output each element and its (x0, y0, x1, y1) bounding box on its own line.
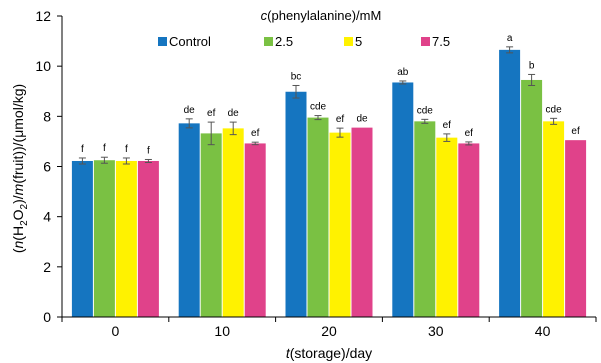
bar (499, 49, 521, 318)
legend-title-italic: c (261, 8, 268, 23)
y-axis-title: (n(H2O2)/m(fruit))/(μmol/kg) (10, 84, 30, 253)
bar (71, 160, 93, 317)
bar (521, 79, 543, 318)
y-tick-label: 6 (43, 159, 51, 175)
x-axis-title-italic: t (286, 345, 291, 361)
axes: 0 2 4 6 8 10 12 0 10 20 30 40 (35, 8, 597, 339)
y-tick-label: 12 (35, 8, 51, 24)
bar (307, 117, 329, 318)
significance-label: f (125, 144, 128, 155)
bar (458, 143, 480, 317)
significance-label: ef (443, 120, 452, 131)
y-tick-label: 8 (43, 108, 51, 124)
bar (329, 132, 351, 317)
x-tick-label: 10 (214, 323, 230, 339)
legend-label: Control (169, 34, 211, 49)
y-tick-label: 0 (43, 309, 51, 325)
legend-swatch (421, 37, 430, 46)
bar (351, 127, 373, 317)
bar (137, 160, 159, 317)
legend-title-rest: (phenylalanine)/mM (267, 8, 381, 23)
y-tick-label: 10 (35, 58, 51, 74)
legend-label: 5 (355, 34, 362, 49)
significance-label: bc (291, 71, 302, 82)
y-axis-title-part-2: (H (10, 226, 26, 241)
y-tick-label: 2 (43, 259, 51, 275)
significance-label: f (81, 144, 84, 155)
significance-label: b (529, 60, 535, 71)
legend-swatch (158, 37, 167, 46)
significance-label: cde (546, 104, 563, 115)
x-axis-title: t(storage)/day (286, 345, 372, 361)
y-tick-label: 4 (43, 209, 51, 225)
bar (93, 160, 115, 317)
bar (285, 91, 307, 317)
significance-label: ab (397, 67, 409, 78)
legend-label: 2.5 (275, 34, 293, 49)
y-axis-title-part-5: 2 (19, 203, 30, 209)
bar (115, 160, 137, 317)
significance-label: a (507, 33, 513, 44)
x-tick-label: 0 (112, 323, 120, 339)
bar (565, 140, 587, 317)
y-axis-title-part-7: m (10, 183, 26, 195)
legend-label: 7.5 (432, 34, 450, 49)
significance-label: f (103, 143, 106, 154)
legend-title: c(phenylalanine)/mM (261, 8, 382, 23)
legend: c(phenylalanine)/mM Control 2.5 5 7.5 (158, 8, 450, 49)
y-axis-title-part-8: (fruit))/(μmol/kg) (10, 84, 26, 184)
significance-label: de (228, 108, 240, 119)
x-tick-label: 20 (321, 323, 337, 339)
legend-swatch (264, 37, 273, 46)
bar (178, 123, 200, 318)
legend-swatch (344, 37, 353, 46)
significance-label: cde (417, 105, 434, 116)
bar (244, 143, 266, 317)
y-axis-title-part-1: n (10, 241, 26, 249)
y-axis-title-part-6: )/ (10, 195, 26, 204)
significance-label: ef (571, 126, 580, 137)
bar (392, 82, 414, 318)
y-axis-title-part-0: ( (10, 248, 26, 253)
x-tick-label: 40 (535, 323, 551, 339)
significance-label: ef (465, 128, 474, 139)
significance-label: cde (310, 102, 327, 113)
significance-label: ef (251, 128, 260, 139)
significance-label: ef (207, 108, 216, 119)
bar (414, 121, 436, 317)
bar (543, 121, 565, 317)
significance-label: f (147, 145, 150, 156)
significance-label: de (184, 105, 196, 116)
y-axis-title-part-4: O (10, 209, 26, 220)
x-tick-label: 30 (428, 323, 444, 339)
bar (222, 128, 244, 317)
y-axis-title-part-3: 2 (19, 220, 30, 226)
bar (436, 137, 458, 317)
significance-label: de (356, 114, 368, 125)
significance-label: ef (336, 114, 345, 125)
bar (200, 133, 222, 317)
x-axis-title-rest: (storage)/day (290, 345, 372, 361)
